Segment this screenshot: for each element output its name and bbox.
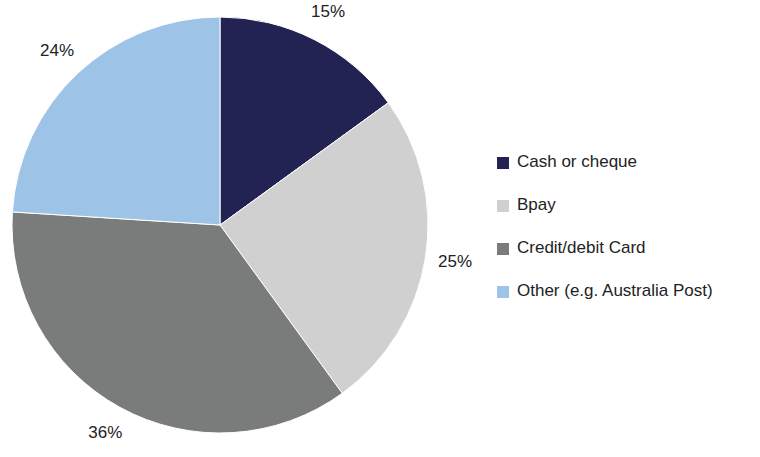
legend-label: Other (e.g. Australia Post) [517,281,713,300]
legend-item: Bpay [497,195,556,214]
legend-item: Other (e.g. Australia Post) [497,281,713,300]
legend-label: Cash or cheque [517,152,637,171]
legend-swatch [497,286,509,298]
legend-label: Credit/debit Card [517,238,646,257]
legend-swatch [497,157,509,169]
legend: Cash or cheque Bpay Credit/debit Card Other… [497,152,713,300]
data-labels: 15% 25% 36% 24% [40,2,472,442]
pie-slice [12,212,342,433]
chart: 15% 25% 36% 24% Cash or cheque Bpay Credit/deb… [0,0,760,457]
data-label: 25% [438,252,472,271]
legend-item: Credit/debit Card [497,238,646,257]
legend-swatch [497,200,509,212]
data-label: 15% [311,2,345,21]
pie-slice [12,17,220,225]
legend-swatch [497,243,509,255]
data-label: 36% [88,423,122,442]
legend-item: Cash or cheque [497,152,637,171]
legend-label: Bpay [517,195,556,214]
data-label: 24% [40,41,74,60]
pie [12,17,428,433]
